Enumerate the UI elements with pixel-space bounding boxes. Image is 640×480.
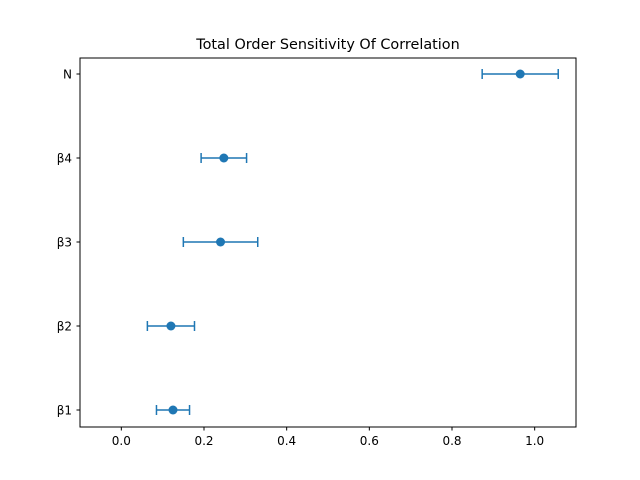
- data-point: [168, 405, 178, 415]
- x-tick-label: 0.8: [442, 434, 461, 448]
- y-tick-label: N: [63, 68, 72, 82]
- data-point: [166, 321, 176, 331]
- x-tick-label: 0.6: [360, 434, 379, 448]
- data-point: [515, 69, 525, 79]
- y-tick-label: β2: [57, 320, 72, 334]
- x-tick-label: 0.4: [277, 434, 296, 448]
- y-tick-label: β3: [57, 236, 72, 250]
- axes-frame: [79, 57, 577, 428]
- y-tick-label: β4: [57, 152, 72, 166]
- plot-area: 0.0 0.2 0.4 0.6 0.8 1.0 β1 β2 β3 β4 N: [57, 68, 559, 448]
- data-point: [216, 237, 226, 247]
- x-tick-label: 0.2: [194, 434, 213, 448]
- data-point: [219, 153, 229, 163]
- x-tick-label: 1.0: [525, 434, 544, 448]
- x-tick-label: 0.0: [112, 434, 131, 448]
- chart-title: Total Order Sensitivity Of Correlation: [195, 37, 459, 53]
- y-tick-label: β1: [57, 404, 72, 418]
